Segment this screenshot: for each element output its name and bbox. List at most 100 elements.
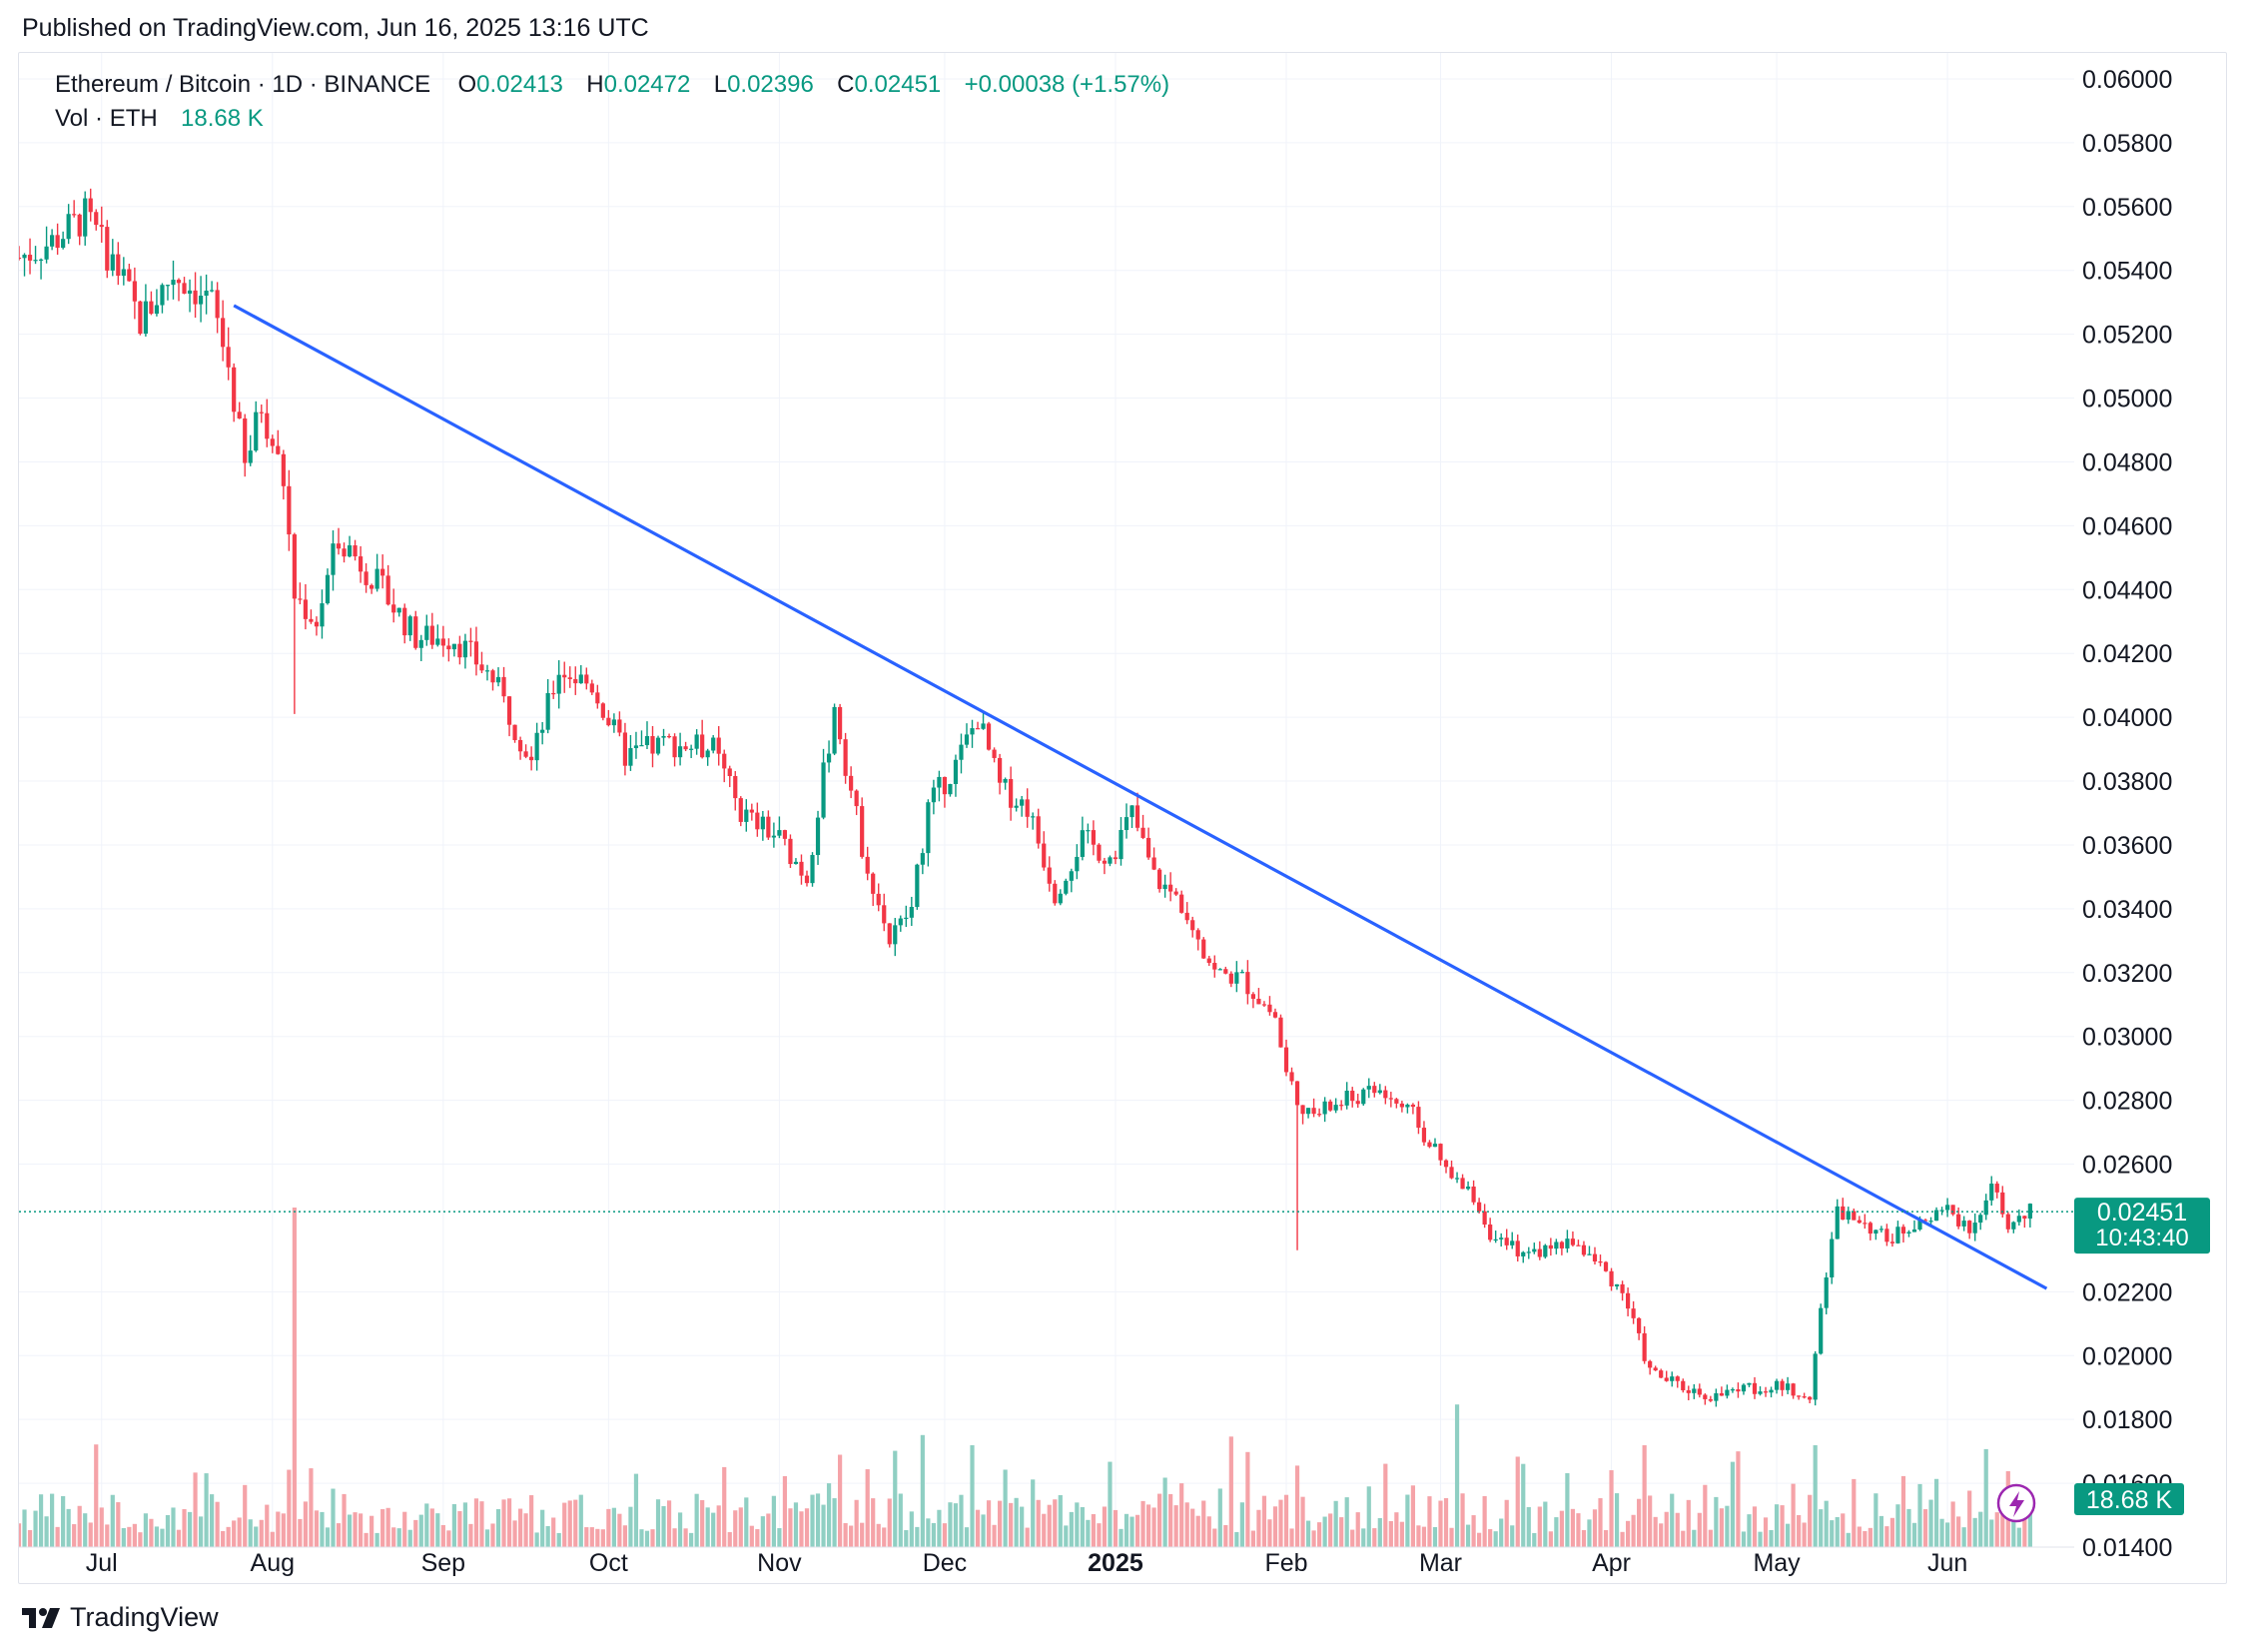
volume-bar	[1889, 1517, 1895, 1547]
volume-bar	[1201, 1500, 1206, 1547]
volume-bar	[1134, 1514, 1140, 1547]
volume-label[interactable]: Vol · ETH	[55, 105, 158, 132]
volume-bar	[1477, 1532, 1482, 1547]
candle-body	[1328, 1101, 1333, 1111]
volume-bar	[1328, 1513, 1333, 1547]
volume-bar	[1719, 1508, 1724, 1547]
volume-bar	[628, 1506, 633, 1547]
volume-bar	[1686, 1499, 1691, 1547]
y-tick-label: 0.04000	[2082, 704, 2172, 732]
candle-body	[1020, 799, 1025, 806]
volume-bar	[1097, 1523, 1102, 1547]
candle-body	[628, 748, 633, 766]
lightning-icon[interactable]	[1996, 1483, 2036, 1523]
candle-body	[1151, 857, 1156, 870]
volume-bar	[771, 1495, 776, 1547]
candle-body	[633, 745, 639, 749]
symbol-label[interactable]: Ethereum / Bitcoin · 1D · BINANCE	[55, 71, 431, 98]
candle-body	[1515, 1240, 1520, 1256]
volume-bar	[622, 1525, 628, 1547]
volume-bar	[1730, 1461, 1736, 1547]
volume-bar	[1305, 1520, 1311, 1547]
candle-body	[99, 225, 104, 228]
candle-body	[700, 734, 705, 758]
volume-bar	[1234, 1531, 1239, 1547]
volume-bar	[1609, 1470, 1614, 1547]
candle-body	[1014, 805, 1019, 808]
volume-bar	[617, 1513, 622, 1547]
volume-bar	[1620, 1531, 1625, 1547]
volume-bar	[1217, 1488, 1222, 1547]
volume-bar	[1283, 1494, 1289, 1547]
candle-body	[270, 438, 275, 446]
candle-body	[1526, 1251, 1531, 1253]
candle-body	[567, 677, 572, 680]
footer-brand[interactable]: TradingView	[70, 1602, 219, 1632]
chart-frame[interactable]: 0.06000 0.05800 0.05600 0.05400 0.05200 0.050…	[18, 52, 2227, 1584]
volume-bar	[799, 1511, 804, 1547]
candle-body	[1933, 1210, 1939, 1222]
volume-bar	[1256, 1509, 1261, 1547]
volume-bar	[760, 1516, 765, 1547]
volume-bar	[1294, 1465, 1300, 1547]
candle-body	[1730, 1389, 1736, 1391]
volume-bar	[777, 1528, 782, 1547]
volume-bar	[1173, 1505, 1178, 1547]
volume-bar	[1598, 1498, 1603, 1547]
candle-body	[446, 645, 451, 650]
volume-bar	[1510, 1525, 1515, 1547]
volume-bar	[77, 1505, 82, 1547]
volume-bar	[849, 1525, 854, 1547]
candle-body	[1394, 1099, 1399, 1104]
volume-bar	[523, 1513, 528, 1547]
candle-body	[221, 318, 226, 348]
candle-body	[849, 775, 854, 791]
candle-body	[1819, 1307, 1824, 1354]
volume-bar	[1725, 1505, 1730, 1547]
candle-body	[226, 347, 231, 368]
volume-bar	[1625, 1520, 1631, 1547]
volume-bar	[545, 1525, 550, 1547]
candle-body	[1769, 1389, 1774, 1393]
volume-bar	[506, 1498, 512, 1547]
candle-body	[948, 783, 953, 795]
candle-body	[281, 453, 286, 486]
volume-bar	[1366, 1486, 1371, 1547]
price-chart[interactable]: 0.06000 0.05800 0.05600 0.05400 0.05200 0.050…	[19, 53, 2228, 1585]
candle-body	[391, 604, 396, 613]
volume-bar	[1884, 1526, 1889, 1547]
candle-body	[1697, 1388, 1702, 1395]
volume-bar	[429, 1508, 434, 1547]
volume-bar	[2022, 1515, 2027, 1547]
candle-body	[88, 198, 93, 213]
y-tick-label: 0.01400	[2082, 1534, 2172, 1562]
volume-bar	[1648, 1495, 1653, 1547]
candle-body	[926, 802, 931, 854]
tradingview-logo-icon[interactable]	[22, 1606, 62, 1630]
volume-bar	[744, 1497, 749, 1547]
volume-bar	[1300, 1496, 1305, 1547]
volume-bar	[1813, 1445, 1818, 1547]
volume-bar	[1129, 1516, 1134, 1547]
candle-body	[1504, 1238, 1509, 1245]
candle-body	[876, 893, 881, 906]
volume-bar	[1967, 1490, 1972, 1547]
candle-body	[1950, 1205, 1955, 1215]
volume-bar	[66, 1508, 71, 1547]
volume-bar	[1350, 1529, 1355, 1547]
candle-body	[1179, 894, 1184, 913]
y-tick-label: 0.06000	[2082, 66, 2172, 94]
volume-bar	[1808, 1494, 1813, 1547]
candle-body	[1256, 998, 1261, 1005]
candle-body	[981, 723, 986, 729]
volume-bar	[1145, 1504, 1151, 1547]
volume-bar	[529, 1495, 534, 1547]
candle-body	[468, 640, 473, 642]
candle-body	[83, 198, 88, 237]
candle-body	[556, 674, 561, 694]
candle-body	[1692, 1388, 1697, 1393]
high-value: 0.02472	[603, 71, 691, 98]
volume-bar	[1410, 1485, 1416, 1547]
candle-body	[77, 214, 82, 237]
